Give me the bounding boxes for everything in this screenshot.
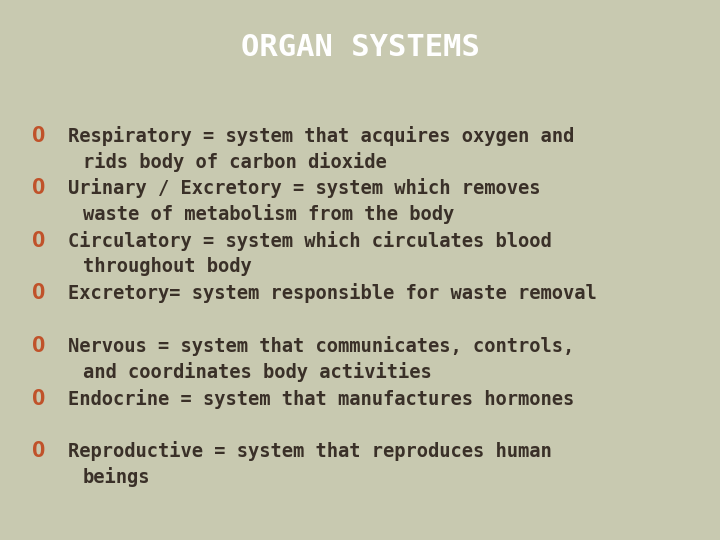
Text: Nervous = system that communicates, controls,: Nervous = system that communicates, cont…	[68, 336, 575, 356]
Text: O: O	[32, 178, 46, 198]
Text: O: O	[32, 284, 46, 303]
Text: Circulatory = system which circulates blood: Circulatory = system which circulates bl…	[68, 231, 552, 251]
Text: and coordinates body activities: and coordinates body activities	[83, 362, 431, 382]
Text: Reproductive = system that reproduces human: Reproductive = system that reproduces hu…	[68, 441, 552, 461]
Text: Respiratory = system that acquires oxygen and: Respiratory = system that acquires oxyge…	[68, 126, 575, 146]
Text: waste of metabolism from the body: waste of metabolism from the body	[83, 204, 454, 224]
Text: throughout body: throughout body	[83, 256, 251, 275]
Text: O: O	[32, 388, 46, 409]
Text: ORGAN SYSTEMS: ORGAN SYSTEMS	[240, 33, 480, 62]
Text: Endocrine = system that manufactures hormones: Endocrine = system that manufactures hor…	[68, 388, 575, 409]
Text: Urinary / Excretory = system which removes: Urinary / Excretory = system which remov…	[68, 178, 541, 198]
Text: rids body of carbon dioxide: rids body of carbon dioxide	[83, 152, 387, 172]
Text: O: O	[32, 126, 46, 146]
Text: O: O	[32, 231, 46, 251]
Text: Excretory= system responsible for waste removal: Excretory= system responsible for waste …	[68, 284, 597, 303]
Text: O: O	[32, 336, 46, 356]
Text: O: O	[32, 441, 46, 461]
Text: beings: beings	[83, 467, 150, 487]
